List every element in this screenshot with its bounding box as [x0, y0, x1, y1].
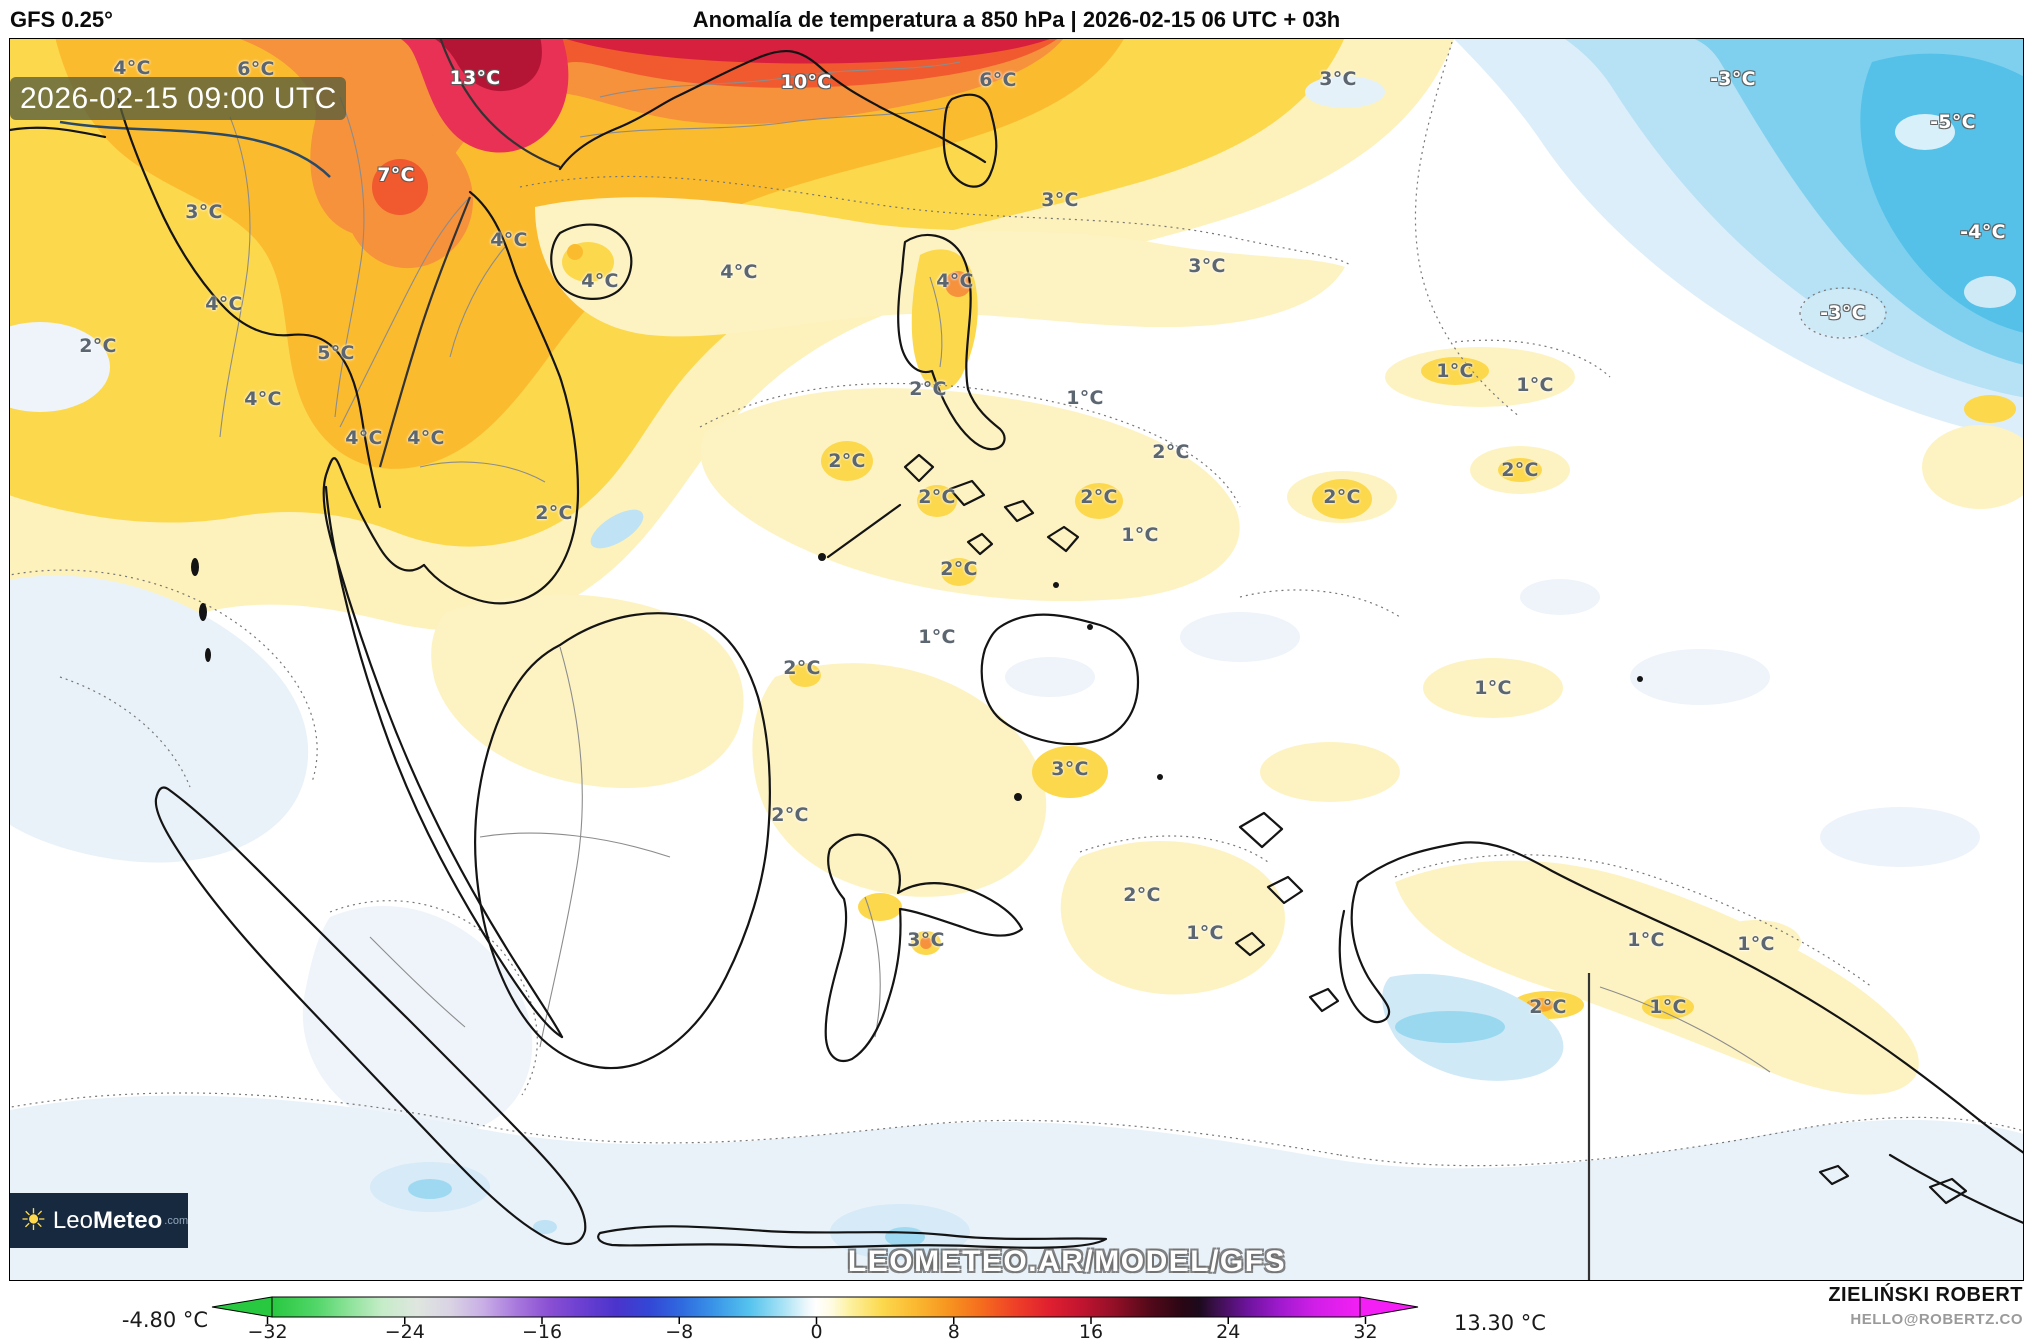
- temp-label: 10°C: [780, 71, 832, 93]
- temp-label: 13°C: [449, 67, 501, 89]
- colorbar-max-label: 13.30 °C: [1454, 1311, 1546, 1335]
- svg-text:32: 32: [1353, 1321, 1377, 1339]
- sun-icon: ☀: [20, 1202, 47, 1238]
- temp-label: 4°C: [720, 261, 758, 283]
- logo-text: LeoMeteo: [52, 1206, 163, 1234]
- svg-text:−16: −16: [522, 1321, 562, 1339]
- temp-label: 4°C: [205, 293, 243, 315]
- temp-label: 3°C: [907, 929, 945, 951]
- colorbar-min-label: -4.80 °C: [121, 1308, 209, 1332]
- timestamp-badge: 2026-02-15 09:00 UTC: [10, 77, 346, 120]
- temp-label: 2°C: [1152, 441, 1190, 463]
- svg-text:8: 8: [948, 1321, 960, 1339]
- credit-author: ZIELIŃSKI ROBERT: [1828, 1284, 2023, 1306]
- temp-label: 1°C: [1649, 996, 1687, 1018]
- colorbar-ticks: −32 −24 −16 −8 0 8 16 24 32: [247, 1317, 1378, 1343]
- temp-label: 4°C: [407, 427, 445, 449]
- svg-text:−24: −24: [385, 1321, 425, 1339]
- weather-map: 4°C 6°C 13°C 10°C 6°C 3°C -3°C -5°C -4°C -3°C 7°C 3…: [0, 37, 2033, 1283]
- temp-label: 1°C: [1436, 360, 1474, 382]
- temp-label: 4°C: [113, 57, 151, 79]
- temp-label: 1°C: [1186, 922, 1224, 944]
- temp-label: 1°C: [1474, 677, 1512, 699]
- logo-tld: .com: [164, 1214, 189, 1227]
- temp-label: 2°C: [783, 657, 821, 679]
- temp-label: 3°C: [1051, 758, 1089, 780]
- temp-label: 4°C: [490, 229, 528, 251]
- temp-label: 3°C: [1041, 189, 1079, 211]
- temp-label: 1°C: [918, 626, 956, 648]
- svg-text:−32: −32: [247, 1321, 287, 1339]
- temp-label: 2°C: [1080, 486, 1118, 508]
- temp-label: 2°C: [1123, 884, 1161, 906]
- temp-label: 1°C: [1066, 387, 1104, 409]
- temp-label: 2°C: [535, 502, 573, 524]
- credit-contact: HELLO@ROBERTZ.CO: [1850, 1311, 2023, 1328]
- temp-label: 2°C: [828, 450, 866, 472]
- temp-label: 2°C: [1529, 996, 1567, 1018]
- leometeo-logo: ☀ LeoMeteo .com: [10, 1193, 188, 1248]
- temp-label: 4°C: [581, 270, 619, 292]
- svg-text:16: 16: [1079, 1321, 1103, 1339]
- temp-label: -3°C: [1820, 302, 1866, 324]
- temp-label: 4°C: [244, 388, 282, 410]
- temp-label: 5°C: [317, 342, 355, 364]
- temp-label: 2°C: [79, 335, 117, 357]
- page-title: Anomalía de temperatura a 850 hPa | 2026…: [692, 7, 1341, 32]
- temp-label: 1°C: [1121, 524, 1159, 546]
- temp-label: 3°C: [185, 201, 223, 223]
- temp-label: 4°C: [345, 427, 383, 449]
- svg-text:24: 24: [1216, 1321, 1240, 1339]
- model-name: GFS 0.25°: [10, 7, 113, 32]
- temp-label: -4°C: [1960, 221, 2006, 243]
- temp-label: 4°C: [936, 270, 974, 292]
- temp-label: 1°C: [1627, 929, 1665, 951]
- temp-label: 3°C: [1188, 255, 1226, 277]
- temp-label: -5°C: [1930, 111, 1976, 133]
- colorbar-svg: −32 −24 −16 −8 0 8 16 24 32: [211, 1296, 1419, 1343]
- colorbar: −32 −24 −16 −8 0 8 16 24 32: [0, 1283, 2033, 1343]
- temp-label: 3°C: [1319, 68, 1357, 90]
- svg-text:−8: −8: [665, 1321, 693, 1339]
- temp-label: -3°C: [1710, 68, 1756, 90]
- temp-label: 1°C: [1737, 933, 1775, 955]
- header-bar: GFS 0.25° Anomalía de temperatura a 850 …: [0, 0, 2033, 37]
- temp-label: 1°C: [1516, 374, 1554, 396]
- temp-label: 2°C: [771, 804, 809, 826]
- temp-label: 2°C: [909, 378, 947, 400]
- temp-label: 2°C: [918, 486, 956, 508]
- temp-label: 6°C: [237, 58, 275, 80]
- temp-label: 2°C: [1323, 486, 1361, 508]
- map-canvas: [9, 38, 2024, 1281]
- temp-label: 2°C: [1501, 459, 1539, 481]
- temp-label: 7°C: [377, 164, 415, 186]
- temp-label: 6°C: [979, 69, 1017, 91]
- watermark: LEOMETEO.AR/MODEL/GFS: [847, 1245, 1287, 1278]
- temp-label: 2°C: [940, 558, 978, 580]
- svg-text:0: 0: [810, 1321, 822, 1339]
